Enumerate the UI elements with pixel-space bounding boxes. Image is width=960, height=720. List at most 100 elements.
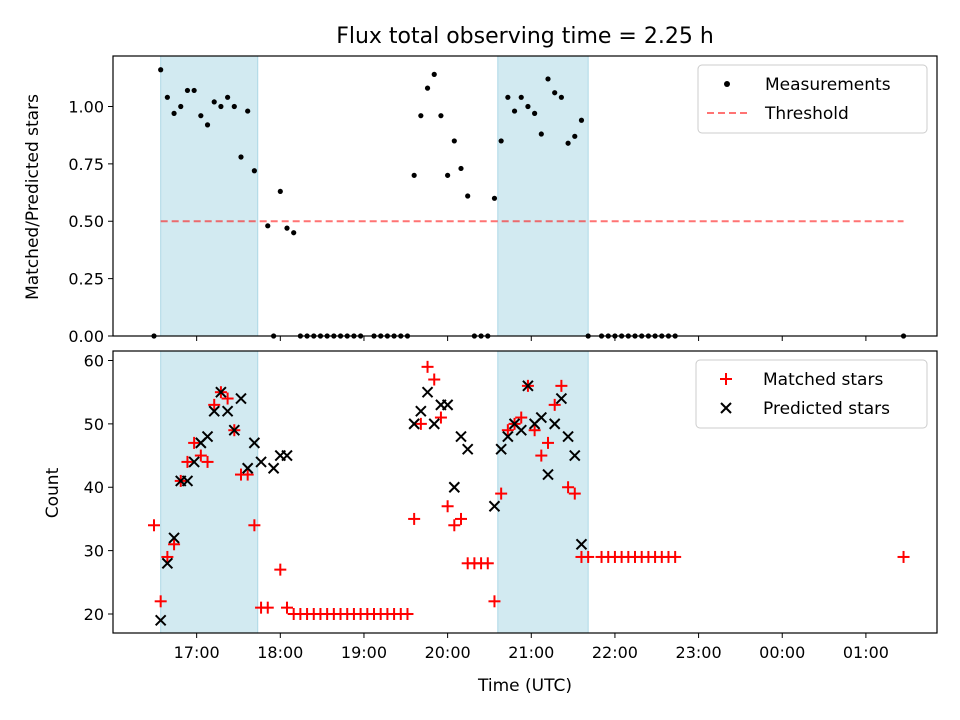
top-ytick-label: 0.50 <box>68 212 104 231</box>
predicted-point <box>421 386 434 398</box>
bottom-ytick-label: 20 <box>84 605 104 624</box>
predicted-point-b <box>495 443 507 455</box>
matched-point <box>495 487 508 500</box>
measurement-point <box>505 94 511 100</box>
bottom-ytick-label: 40 <box>84 478 104 497</box>
bottom-axes-frame <box>112 350 938 634</box>
predicted-point-b <box>281 449 293 462</box>
matched-point <box>414 417 427 430</box>
measurement-point <box>238 154 244 160</box>
matched-point <box>455 512 468 525</box>
predicted-point <box>255 456 267 468</box>
panel-bottom: 20 30 40 50 60 17:00 18:00 19:00 20:00 21:00 22:00… <box>43 350 938 696</box>
matched-point <box>261 601 274 614</box>
predicted-point-b <box>448 481 461 493</box>
predicted-point <box>228 424 241 436</box>
predicted-point-b <box>255 456 267 468</box>
predicted-point <box>548 418 561 430</box>
bottom-shaded-interval-1 <box>497 350 589 634</box>
legend-measurements-label: Measurements <box>765 75 891 95</box>
bottom-ytick-label: 50 <box>84 415 104 434</box>
measurement-point <box>532 110 538 116</box>
measurement-point <box>277 188 283 195</box>
measurement-point <box>552 90 558 96</box>
predicted-point <box>221 405 234 417</box>
xtick-label: 21:00 <box>508 643 554 662</box>
xtick-label: 18:00 <box>257 643 303 662</box>
predicted-point-b <box>461 443 474 455</box>
predicted-point-b <box>161 557 174 569</box>
legend-measurements-marker <box>724 81 730 87</box>
matched-point <box>535 449 548 462</box>
predicted-point <box>488 500 501 512</box>
predicted-point-b <box>188 456 200 468</box>
matched-point <box>241 468 254 481</box>
predicted-point <box>455 430 467 443</box>
measurement-point <box>284 225 290 231</box>
bottom-legend: Matched stars Predicted stars <box>695 359 928 429</box>
measurement-point <box>198 113 204 119</box>
measurement-point <box>565 140 571 146</box>
predicted-point <box>408 418 420 430</box>
xtick-label: 01:00 <box>843 643 889 662</box>
matched-point <box>897 550 910 563</box>
predicted-point <box>522 380 534 392</box>
predicted-point <box>248 437 261 449</box>
measurement-point <box>465 193 471 199</box>
xtick-label: 19:00 <box>341 643 387 662</box>
matched-point <box>188 436 201 449</box>
measurement-point <box>518 94 524 100</box>
predicted-point <box>415 405 427 417</box>
top-shaded-interval-1 <box>497 55 589 337</box>
matched-point <box>154 595 167 608</box>
top-axes-frame <box>112 55 938 337</box>
measurement-point <box>211 99 217 105</box>
measurement-point <box>525 103 531 110</box>
matched-point <box>542 436 555 449</box>
matched-point <box>669 550 682 563</box>
measurement-point <box>498 138 504 144</box>
measurement-point <box>545 76 551 82</box>
legend-matched-marker <box>720 373 732 385</box>
legend-matched-label: Matched stars <box>763 370 883 390</box>
measurement-point <box>424 85 431 91</box>
predicted-point <box>555 392 568 405</box>
matched-point <box>274 563 287 576</box>
matched-point <box>555 379 568 392</box>
bottom-plot-area <box>147 350 910 634</box>
predicted-point-b <box>535 411 548 424</box>
measurement-point <box>265 223 271 229</box>
predicted-point-b <box>215 386 227 398</box>
predicted-point-b <box>455 430 467 443</box>
predicted-point <box>569 449 581 462</box>
xtick-label: 22:00 <box>592 643 638 662</box>
predicted-point <box>208 405 220 417</box>
matched-point <box>168 538 181 551</box>
predicted-point-b <box>441 399 454 411</box>
matched-point <box>501 424 514 437</box>
matched-point <box>221 392 234 405</box>
predicted-point <box>201 430 214 443</box>
predicted-point <box>575 538 588 550</box>
predicted-point-b <box>555 392 568 405</box>
matched-point <box>548 398 561 411</box>
bottom-legend-box <box>695 359 928 429</box>
legend-threshold-label: Threshold <box>764 104 849 124</box>
predicted-point <box>461 443 474 455</box>
measurement-point <box>191 87 197 94</box>
measurement-point <box>411 172 417 178</box>
top-ticks: 0.00 0.25 0.50 0.75 1.00 <box>68 97 867 346</box>
predicted-point-b <box>181 475 194 487</box>
measurement-point <box>171 110 177 116</box>
predicted-point-b <box>228 424 241 436</box>
measurement-point <box>578 117 585 123</box>
bottom-ticks: 20 30 40 50 60 17:00 18:00 19:00 20:00 21:00 22:00… <box>84 352 889 662</box>
matched-point <box>428 373 441 386</box>
predicted-point-b <box>569 449 581 462</box>
bottom-ytick-label: 60 <box>84 352 104 371</box>
predicted-point <box>235 392 247 405</box>
matched-point <box>434 411 447 424</box>
predicted-point-b <box>267 462 280 474</box>
legend-predicted-marker <box>720 402 732 414</box>
matched-point <box>562 481 575 494</box>
